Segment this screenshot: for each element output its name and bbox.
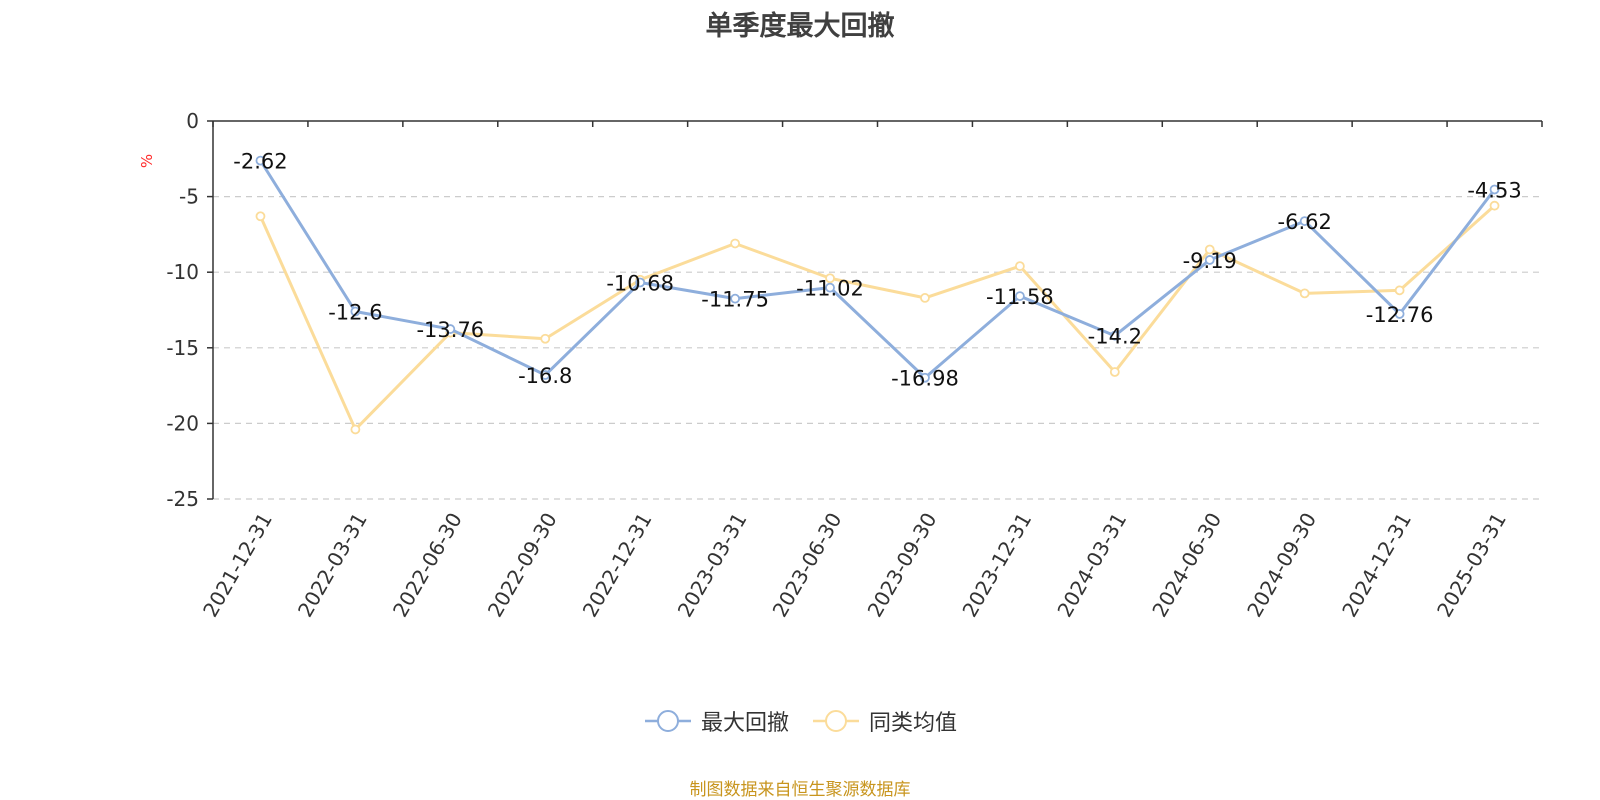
data-label: -12.6 xyxy=(328,301,382,325)
grid-lines xyxy=(213,196,1542,500)
data-point[interactable] xyxy=(920,293,930,303)
y-tick-label: -5 xyxy=(179,185,199,209)
series-line xyxy=(259,159,1496,380)
data-point[interactable] xyxy=(1204,255,1215,265)
data-point[interactable] xyxy=(1299,288,1310,299)
x-tick-label: 2022-12-31 xyxy=(578,509,657,622)
x-tick-label: 2022-06-30 xyxy=(388,508,467,621)
x-tick-label: 2024-12-31 xyxy=(1337,509,1416,622)
data-label: -13.76 xyxy=(416,318,484,342)
data-label: -16.98 xyxy=(891,367,959,391)
x-tick-label: 2023-12-31 xyxy=(957,508,1036,621)
y-tick-label: 0 xyxy=(186,109,199,133)
x-tick-label: 2023-06-30 xyxy=(768,509,847,622)
data-point[interactable] xyxy=(825,273,835,284)
data-label: -9.19 xyxy=(1183,249,1237,273)
data-point[interactable] xyxy=(825,282,835,293)
data-label: -11.58 xyxy=(986,285,1054,309)
data-point[interactable] xyxy=(540,333,551,344)
data-point[interactable] xyxy=(730,238,741,249)
x-tick-label: 2023-09-30 xyxy=(863,509,942,622)
data-point[interactable] xyxy=(1394,309,1405,319)
data-point[interactable] xyxy=(1394,285,1405,296)
data-label: -10.68 xyxy=(606,271,674,295)
data-point[interactable] xyxy=(350,424,361,435)
data-label: -12.76 xyxy=(1366,303,1434,327)
data-point[interactable] xyxy=(1014,261,1025,272)
data-point[interactable] xyxy=(540,370,551,380)
data-label: -4.53 xyxy=(1467,178,1521,202)
x-tick-label: 2022-09-30 xyxy=(483,509,562,622)
data-point[interactable] xyxy=(1489,184,1500,195)
x-tick-label: 2024-03-31 xyxy=(1052,509,1131,622)
data-point[interactable] xyxy=(1109,367,1120,377)
x-tick-label: 2024-06-30 xyxy=(1147,509,1226,622)
series-lines xyxy=(255,155,1500,435)
legend-label: 最大回撤 xyxy=(700,711,789,736)
chart-title: 单季度最大回撤 xyxy=(705,11,895,42)
data-label: -2.62 xyxy=(233,150,287,174)
x-tick-label: 2021-12-31 xyxy=(198,509,277,622)
data-point[interactable] xyxy=(255,211,266,222)
y-tick-label: -20 xyxy=(166,411,199,435)
data-point[interactable] xyxy=(255,155,266,166)
x-tick-label: 2023-03-31 xyxy=(673,509,752,622)
data-point[interactable] xyxy=(920,372,930,383)
legend-item[interactable]: 同类均值 xyxy=(811,705,957,737)
y-axis-unit-label: % xyxy=(138,154,156,168)
data-label: -11.02 xyxy=(796,277,864,301)
data-point[interactable] xyxy=(730,293,741,304)
data-label: -16.8 xyxy=(518,364,572,388)
x-tick-label: 2025-03-31 xyxy=(1432,509,1511,622)
series-line xyxy=(259,204,1496,431)
data-point[interactable] xyxy=(445,324,456,334)
data-label: -6.62 xyxy=(1278,210,1332,234)
data-point[interactable] xyxy=(1299,216,1310,226)
y-tick-label: -10 xyxy=(166,260,199,284)
legend: 最大回撤 同类均值 xyxy=(0,705,1600,737)
data-label: -11.75 xyxy=(701,288,769,312)
source-note: 制图数据来自恒生聚源数据库 xyxy=(689,780,911,800)
data-labels: -2.62 -12.6 -13.76 -16.8 -10.68 -11.75 -11.02 -… xyxy=(233,150,1521,391)
data-point[interactable] xyxy=(1014,291,1025,301)
data-point[interactable] xyxy=(1489,200,1500,211)
data-point[interactable] xyxy=(635,277,646,288)
data-label: -14.2 xyxy=(1088,325,1142,349)
y-tick-label: -15 xyxy=(166,336,199,360)
data-point[interactable] xyxy=(350,306,361,317)
x-tick-label: 2022-03-31 xyxy=(293,509,372,622)
legend-label: 同类均值 xyxy=(869,711,958,736)
legend-marker-icon xyxy=(644,710,691,732)
data-point[interactable] xyxy=(1204,244,1215,255)
data-point[interactable] xyxy=(1109,330,1120,341)
legend-marker-icon xyxy=(813,710,859,732)
x-tick-label: 2024-09-30 xyxy=(1242,509,1321,622)
legend-item[interactable]: 最大回撤 xyxy=(643,705,789,737)
y-tick-label: -25 xyxy=(166,487,199,511)
